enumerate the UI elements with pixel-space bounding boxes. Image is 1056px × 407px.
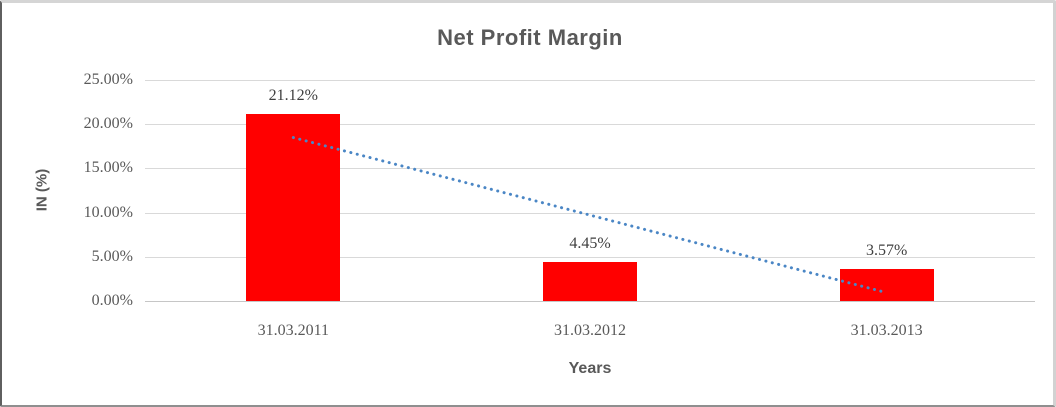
gridline [145,301,1035,302]
y-tick-label: 5.00% [91,247,133,265]
x-tick-label: 31.03.2012 [554,322,626,339]
gridline [145,80,1035,81]
data-label: 3.57% [865,242,908,260]
bar-31.03.2011 [246,114,341,301]
trendline [291,136,889,295]
y-tick-label: 25.00% [83,71,133,88]
x-tick-label: 31.03.2013 [850,322,923,339]
y-tick-label: 0.00% [91,292,133,309]
y-tick-label: 10.00% [83,203,133,221]
bar-31.03.2013 [839,269,934,301]
gridline [145,124,1035,126]
x-axis-title: Years [568,360,612,377]
x-tick-label: 31.03.2011 [257,322,330,339]
chart-title: Net Profit Margin [437,25,623,50]
y-tick-label: 15.00% [83,159,133,177]
data-label: 4.45% [569,234,611,252]
data-label: 21.12% [268,87,318,105]
y-tick-label: 20.00% [83,115,133,133]
bar-31.03.2012 [543,261,637,301]
